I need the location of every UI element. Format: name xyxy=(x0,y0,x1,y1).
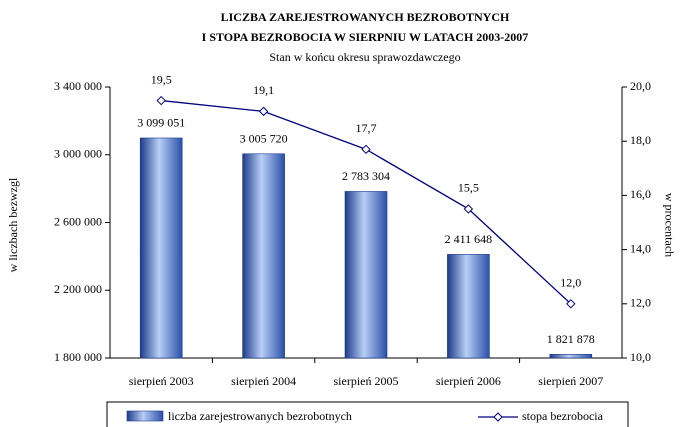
data-label: 2 411 648 xyxy=(445,232,493,246)
marker xyxy=(361,144,371,155)
data-label: 19,5 xyxy=(151,72,172,86)
data-label: 3 099 051 xyxy=(137,116,185,130)
data-label: 1 821 878 xyxy=(547,332,595,346)
marker xyxy=(156,95,166,106)
legend-label: stopa bezrobocia xyxy=(522,409,604,423)
x-tick-label: sierpień 2004 xyxy=(231,374,296,388)
y-tick-label: 1 800 000 xyxy=(54,350,102,364)
legend-swatch xyxy=(126,410,164,422)
y-axis-label: w liczbach bezwzgl xyxy=(6,177,20,272)
y-tick-label: 2 600 000 xyxy=(54,214,102,228)
bar xyxy=(344,191,388,359)
x-tick-label: sierpień 2005 xyxy=(334,374,399,388)
marker xyxy=(463,204,474,214)
y-tick-label: 3 000 000 xyxy=(54,147,102,161)
data-label: 15,5 xyxy=(458,181,479,195)
data-label: 19,1 xyxy=(253,83,274,97)
x-tick-label: sierpień 2006 xyxy=(436,374,501,388)
bar xyxy=(447,254,490,359)
data-label: 3 005 720 xyxy=(240,132,288,146)
data-label: 12,0 xyxy=(560,276,581,290)
chart-title: I STOPA BEZROBOCIA W SIERPNIU W LATACH 2… xyxy=(202,30,529,44)
marker xyxy=(258,106,269,117)
data-label: 2 783 304 xyxy=(342,169,390,183)
x-tick-label: sierpień 2003 xyxy=(129,374,194,388)
x-tick-label: sierpień 2007 xyxy=(538,374,603,388)
marker xyxy=(566,299,576,309)
y2-axis-label: w procentach xyxy=(662,193,676,257)
y2-tick-label: 16,0 xyxy=(630,187,651,201)
legend-label: liczba zarejestrowanych bezrobotnych xyxy=(168,409,352,423)
legend-marker xyxy=(493,412,503,422)
legend-box xyxy=(106,401,629,427)
y2-tick-label: 20,0 xyxy=(630,79,651,93)
y2-tick-label: 18,0 xyxy=(630,133,651,147)
y2-tick-label: 12,0 xyxy=(630,296,651,310)
chart-title: LICZBA ZAREJESTROWANYCH BEZROBOTNYCH xyxy=(221,10,510,24)
bar xyxy=(549,353,593,359)
y2-tick-label: 14,0 xyxy=(630,241,651,255)
y2-tick-label: 10,0 xyxy=(630,350,651,364)
y-tick-label: 3 400 000 xyxy=(54,79,102,93)
chart-subtitle: Stan w końcu okresu sprawozdawczego xyxy=(269,50,460,64)
y-tick-label: 2 200 000 xyxy=(54,282,102,296)
bar xyxy=(242,153,285,359)
data-label: 17,7 xyxy=(356,121,377,135)
bar xyxy=(139,137,183,359)
